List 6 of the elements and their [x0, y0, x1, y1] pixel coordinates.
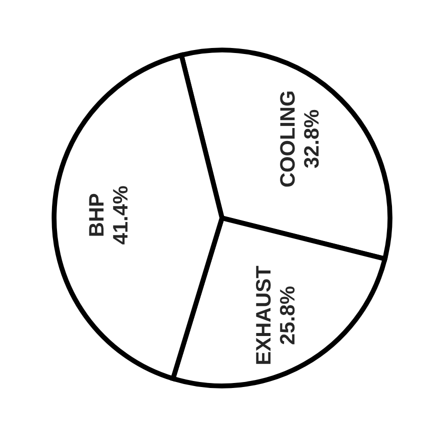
slice-label: COOLING: [280, 92, 295, 187]
data-label: 25.8%: [280, 286, 295, 344]
data-label: 41.4%: [112, 186, 128, 244]
slice-label: EXHAUST: [256, 266, 271, 364]
slice-label: BHP: [89, 194, 104, 236]
data-label: 32.8%: [304, 110, 319, 168]
